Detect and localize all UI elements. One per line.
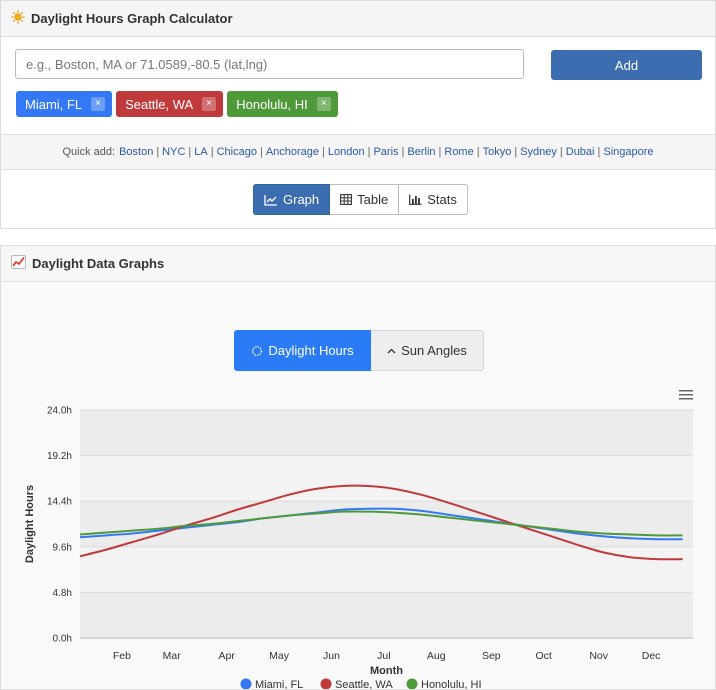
legend-label: Miami, FL (255, 679, 303, 689)
location-chip: Seattle, WA × (116, 91, 224, 117)
x-tick-label: Mar (163, 650, 182, 662)
x-tick-label: Apr (219, 650, 236, 662)
quick-add-link[interactable]: Sydney (520, 146, 557, 158)
quick-add-link[interactable]: Rome (444, 146, 474, 158)
series-line (79, 510, 683, 537)
legend-marker (320, 678, 332, 689)
x-tick-label: Nov (589, 650, 608, 662)
tab-table[interactable]: Table (330, 184, 400, 215)
y-tick-label: 0.0h (53, 634, 72, 645)
x-tick-label: Oct (536, 650, 552, 662)
bar-chart-icon (409, 194, 422, 205)
quick-add-separator: | (210, 146, 214, 158)
quick-add-separator: | (259, 146, 263, 158)
legend-label: Honolulu, HI (421, 679, 482, 689)
remove-location-icon[interactable]: × (202, 97, 217, 111)
view-tabs: Graph Table Stats (253, 184, 468, 215)
legend-marker (406, 678, 418, 689)
legend-marker (240, 678, 252, 689)
tab-graph-label: Graph (283, 192, 320, 207)
location-chip: Honolulu, HI × (227, 91, 338, 117)
chart-tabs: Daylight Hours Sun Angles (234, 330, 484, 371)
x-tick-label: Dec (642, 650, 661, 662)
location-search-input[interactable] (15, 49, 524, 79)
remove-location-icon[interactable]: × (316, 97, 331, 111)
tab-stats[interactable]: Stats (399, 184, 468, 215)
graph-header: Daylight Data Graphs (1, 246, 715, 282)
y-axis-title: Daylight Hours (24, 485, 36, 563)
add-location-button[interactable]: Add (551, 50, 702, 80)
calculator-panel: Daylight Hours Graph Calculator Add Miam… (0, 0, 716, 229)
location-chip-label: Honolulu, HI (236, 96, 308, 112)
quick-add-separator: | (322, 146, 325, 158)
y-tick-label: 4.8h (53, 588, 72, 599)
plot-band (80, 592, 693, 638)
y-tick-label: 14.4h (47, 497, 72, 508)
plot-band (80, 410, 693, 456)
quick-add-link[interactable]: London (327, 146, 365, 158)
x-tick-label: Aug (427, 650, 446, 662)
quick-add-link[interactable]: Singapore (603, 146, 654, 158)
quick-add-link[interactable]: Dubai (565, 146, 595, 158)
chart-emoji-icon (11, 255, 26, 272)
x-axis-title: Month (370, 665, 403, 677)
tab-daylight-hours-label: Daylight Hours (268, 343, 354, 358)
quick-add-link[interactable]: Tokyo (482, 146, 512, 158)
location-chips: Miami, FL × Seattle, WA × Honolulu, HI × (16, 91, 338, 117)
quick-add-separator: | (438, 146, 442, 158)
tab-sun-angles[interactable]: Sun Angles (371, 330, 484, 371)
tab-table-label: Table (357, 192, 389, 207)
y-tick-label: 19.2h (47, 451, 72, 462)
quick-add-link[interactable]: LA (194, 146, 208, 158)
quick-add-link[interactable]: Berlin (407, 146, 436, 158)
tab-graph[interactable]: Graph (253, 184, 331, 215)
quick-add-link[interactable]: Boston (119, 146, 154, 158)
y-tick-label: 24.0h (47, 406, 72, 417)
quick-add-separator: | (559, 146, 563, 158)
hamburger-menu-icon[interactable] (678, 389, 694, 401)
calculator-title: Daylight Hours Graph Calculator (31, 11, 233, 26)
tab-daylight-hours[interactable]: Daylight Hours (234, 330, 371, 371)
x-tick-label: Jun (323, 650, 340, 662)
x-tick-label: May (269, 650, 290, 662)
quick-add-separator: | (156, 146, 160, 158)
sun-outline-icon (252, 345, 263, 356)
location-chip-label: Seattle, WA (125, 96, 194, 112)
location-chip-label: Miami, FL (25, 96, 83, 112)
x-tick-label: Feb (113, 650, 131, 662)
quick-add-separator: | (401, 146, 405, 158)
quick-add-link[interactable]: Chicago (216, 146, 257, 158)
tab-stats-label: Stats (427, 192, 457, 207)
calculator-header: Daylight Hours Graph Calculator (1, 1, 715, 37)
quick-add-separator: | (514, 146, 518, 158)
x-tick-label: Jul (377, 650, 390, 662)
graph-panel: Daylight Data Graphs Daylight Hours Sun … (0, 245, 716, 690)
daylight-line-chart: 0.0h 4.8h 9.6h 14.4h 19.2h 24.0h Feb Mar Apr May J… (24, 406, 693, 689)
graph-body: Daylight Hours Sun Angles 0.0h 4.8h 9.6h 14… (1, 282, 715, 689)
quick-add-separator: | (597, 146, 601, 158)
quick-add-bar: Quick add: Boston | NYC | LA | Chicago | Anchora… (1, 134, 715, 170)
series-line (79, 507, 683, 541)
sun-icon (11, 10, 25, 27)
location-chip: Miami, FL × (16, 91, 113, 117)
tab-sun-angles-label: Sun Angles (401, 343, 467, 358)
caret-up-icon (387, 348, 396, 353)
y-tick-label: 9.6h (53, 542, 72, 553)
remove-location-icon[interactable]: × (91, 97, 106, 111)
table-icon (340, 194, 353, 205)
quick-add-separator: | (188, 146, 192, 158)
legend-label: Seattle, WA (335, 679, 393, 689)
x-tick-label: Sep (482, 650, 501, 662)
quick-add-link[interactable]: Paris (373, 146, 399, 158)
quick-add-label: Quick add: (62, 146, 116, 158)
quick-add-separator: | (476, 146, 480, 158)
quick-add-separator: | (367, 146, 371, 158)
graph-title: Daylight Data Graphs (32, 256, 165, 271)
quick-add-link[interactable]: Anchorage (265, 146, 320, 158)
quick-add-link[interactable]: NYC (162, 146, 186, 158)
line-chart-icon (264, 194, 277, 206)
